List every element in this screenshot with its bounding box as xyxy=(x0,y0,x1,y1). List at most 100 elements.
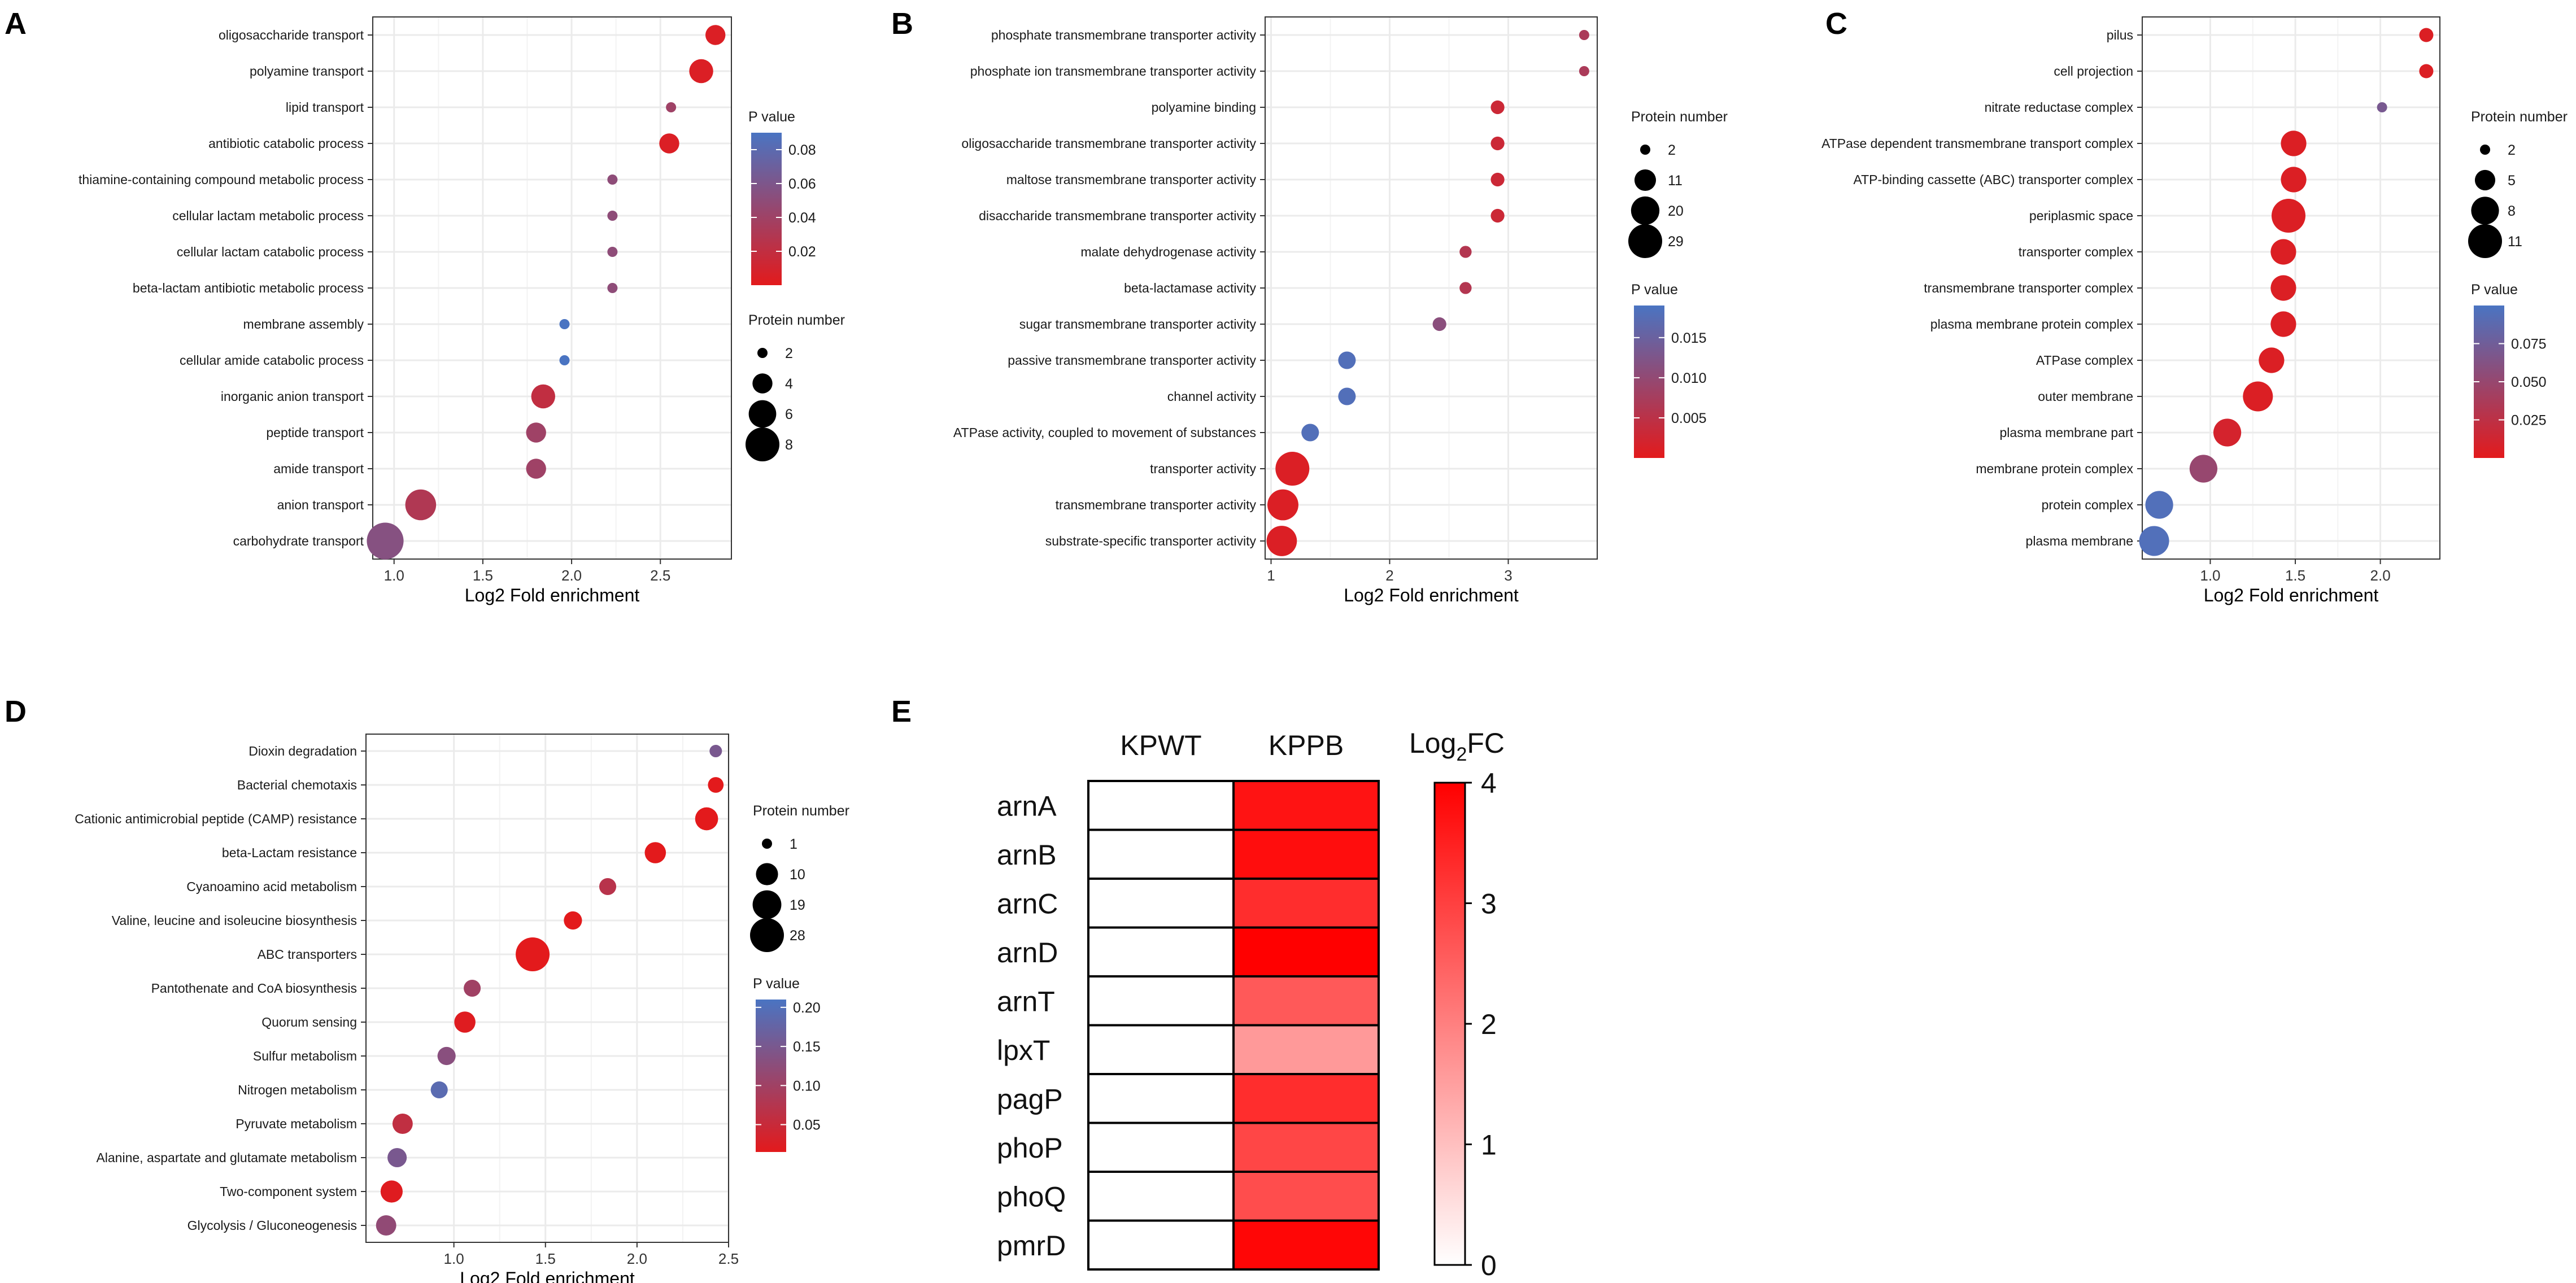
data-point xyxy=(659,133,679,154)
category-label: Sulfur metabolism xyxy=(253,1049,357,1063)
category-label: Alanine, aspartate and glutamate metabol… xyxy=(96,1150,357,1165)
color-legend-label: 0.015 xyxy=(1671,330,1707,346)
heatmap-cell xyxy=(1087,1219,1235,1271)
category-label: Cationic antimicrobial peptide (CAMP) re… xyxy=(75,811,357,826)
data-point xyxy=(1579,66,1589,76)
category-label: oligosaccharide transmembrane transporte… xyxy=(961,136,1256,151)
size-legend-label: 10 xyxy=(790,867,805,883)
size-legend-dot xyxy=(2474,169,2496,191)
category-label: phosphate ion transmembrane transporter … xyxy=(970,64,1257,78)
category-label: outer membrane xyxy=(2038,389,2133,404)
color-legend-label: 0.06 xyxy=(788,176,816,192)
x-tick-label: 1.5 xyxy=(473,567,493,584)
size-legend-title: Protein number xyxy=(753,803,849,819)
x-axis-label: Log2 Fold enrichment xyxy=(465,585,640,605)
row-label: phoP xyxy=(997,1132,1063,1164)
color-legend-label: 0.005 xyxy=(1671,411,1707,426)
size-legend-title: Protein number xyxy=(2471,109,2568,125)
category-label: anion transport xyxy=(277,498,364,512)
row-label: arnC xyxy=(997,888,1058,919)
color-legend-label: 0.010 xyxy=(1671,370,1707,386)
size-legend-label: 20 xyxy=(1668,203,1684,219)
size-legend-dot xyxy=(746,427,779,461)
category-label: Quorum sensing xyxy=(261,1015,357,1029)
data-point xyxy=(454,1011,476,1033)
size-legend-label: 2 xyxy=(1668,142,1676,158)
data-point xyxy=(1267,489,1298,521)
heatmap-cell xyxy=(1087,975,1235,1027)
x-tick-label: 1 xyxy=(1267,567,1275,584)
data-point xyxy=(1275,452,1310,486)
category-label: membrane protein complex xyxy=(1976,461,2133,476)
size-legend-dot xyxy=(2468,224,2502,258)
data-point xyxy=(526,459,546,479)
legend-title-suffix: FC xyxy=(1467,727,1505,759)
color-legend-label: 0.075 xyxy=(2511,337,2547,352)
category-label: carbohydrate transport xyxy=(233,534,364,548)
color-legend-bar xyxy=(1634,306,1664,458)
size-legend-label: 2 xyxy=(2508,142,2516,158)
size-legend-dot xyxy=(1640,145,1650,155)
data-point xyxy=(2281,167,2307,193)
size-legend-label: 1 xyxy=(790,836,797,852)
size-legend-label: 11 xyxy=(2508,234,2522,250)
data-point xyxy=(559,319,570,329)
data-point xyxy=(2189,455,2218,483)
size-legend-label: 8 xyxy=(2508,203,2516,219)
data-point xyxy=(2145,491,2173,519)
heatmap-cell xyxy=(1232,1219,1380,1271)
size-legend-dot xyxy=(757,348,768,358)
category-label: Nitrogen metabolism xyxy=(238,1083,357,1097)
size-legend-dot xyxy=(2471,197,2499,225)
category-label: periplasmic space xyxy=(2029,208,2133,223)
heatmap-legend-label: 4 xyxy=(1481,767,1497,799)
panel-label: E xyxy=(891,695,912,728)
data-point xyxy=(1459,246,1472,258)
category-label: beta-lactamase activity xyxy=(1124,281,1256,295)
data-point xyxy=(2419,64,2434,78)
heatmap-cell xyxy=(1232,1171,1380,1222)
data-point xyxy=(531,384,555,409)
row-label: lpxT xyxy=(997,1035,1050,1066)
data-point xyxy=(607,247,618,257)
category-label: protein complex xyxy=(2042,498,2134,512)
data-point xyxy=(2259,347,2285,373)
size-legend-label: 8 xyxy=(785,437,793,453)
heatmap-legend-title: Log2FC xyxy=(1409,727,1505,765)
color-legend-label: 0.08 xyxy=(788,142,816,158)
category-label: amide transport xyxy=(273,461,364,476)
category-label: oligosaccharide transport xyxy=(219,28,364,42)
size-legend-label: 4 xyxy=(785,376,793,392)
category-label: lipid transport xyxy=(286,100,364,115)
size-legend-dot xyxy=(762,839,772,849)
x-tick-label: 1.0 xyxy=(384,567,404,584)
row-label: arnB xyxy=(997,839,1057,871)
x-tick-label: 2.5 xyxy=(650,567,670,584)
x-tick-label: 3 xyxy=(1504,567,1512,584)
heatmap-cell xyxy=(1087,878,1235,929)
category-label: cellular lactam metabolic process xyxy=(172,208,364,223)
x-tick-label: 2.5 xyxy=(718,1250,739,1267)
category-label: beta-lactam antibiotic metabolic process xyxy=(133,281,364,295)
heatmap-legend-label: 1 xyxy=(1481,1129,1497,1161)
size-legend-label: 6 xyxy=(785,407,793,422)
category-label: Glycolysis / Gluconeogenesis xyxy=(188,1218,357,1233)
data-point xyxy=(1490,100,1505,115)
category-label: plasma membrane part xyxy=(2000,425,2134,440)
data-point xyxy=(695,807,718,831)
data-point xyxy=(607,211,618,221)
category-label: inorganic anion transport xyxy=(221,389,364,404)
data-point xyxy=(1338,351,1356,369)
heatmap-legend-bar xyxy=(1433,782,1466,1266)
data-point xyxy=(405,489,437,521)
category-label: Valine, leucine and isoleucine biosynthe… xyxy=(112,913,357,928)
data-point xyxy=(392,1114,413,1134)
x-tick-label: 1.5 xyxy=(535,1250,556,1267)
data-point xyxy=(2139,526,2169,556)
heatmap-cell xyxy=(1087,1171,1235,1222)
data-point xyxy=(1490,172,1505,187)
heatmap-legend-label: 3 xyxy=(1481,888,1497,920)
color-legend-label: 0.05 xyxy=(793,1118,821,1133)
data-point xyxy=(1490,208,1505,223)
